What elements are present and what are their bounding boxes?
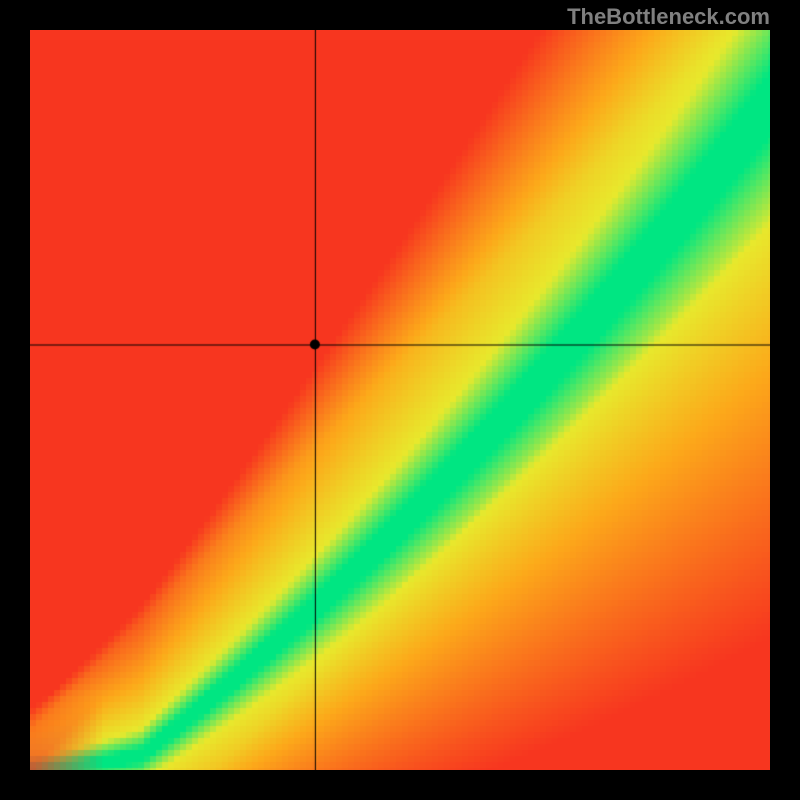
bottleneck-heatmap bbox=[30, 30, 770, 770]
branding-label: TheBottleneck.com bbox=[567, 4, 770, 30]
chart-container: TheBottleneck.com bbox=[0, 0, 800, 800]
